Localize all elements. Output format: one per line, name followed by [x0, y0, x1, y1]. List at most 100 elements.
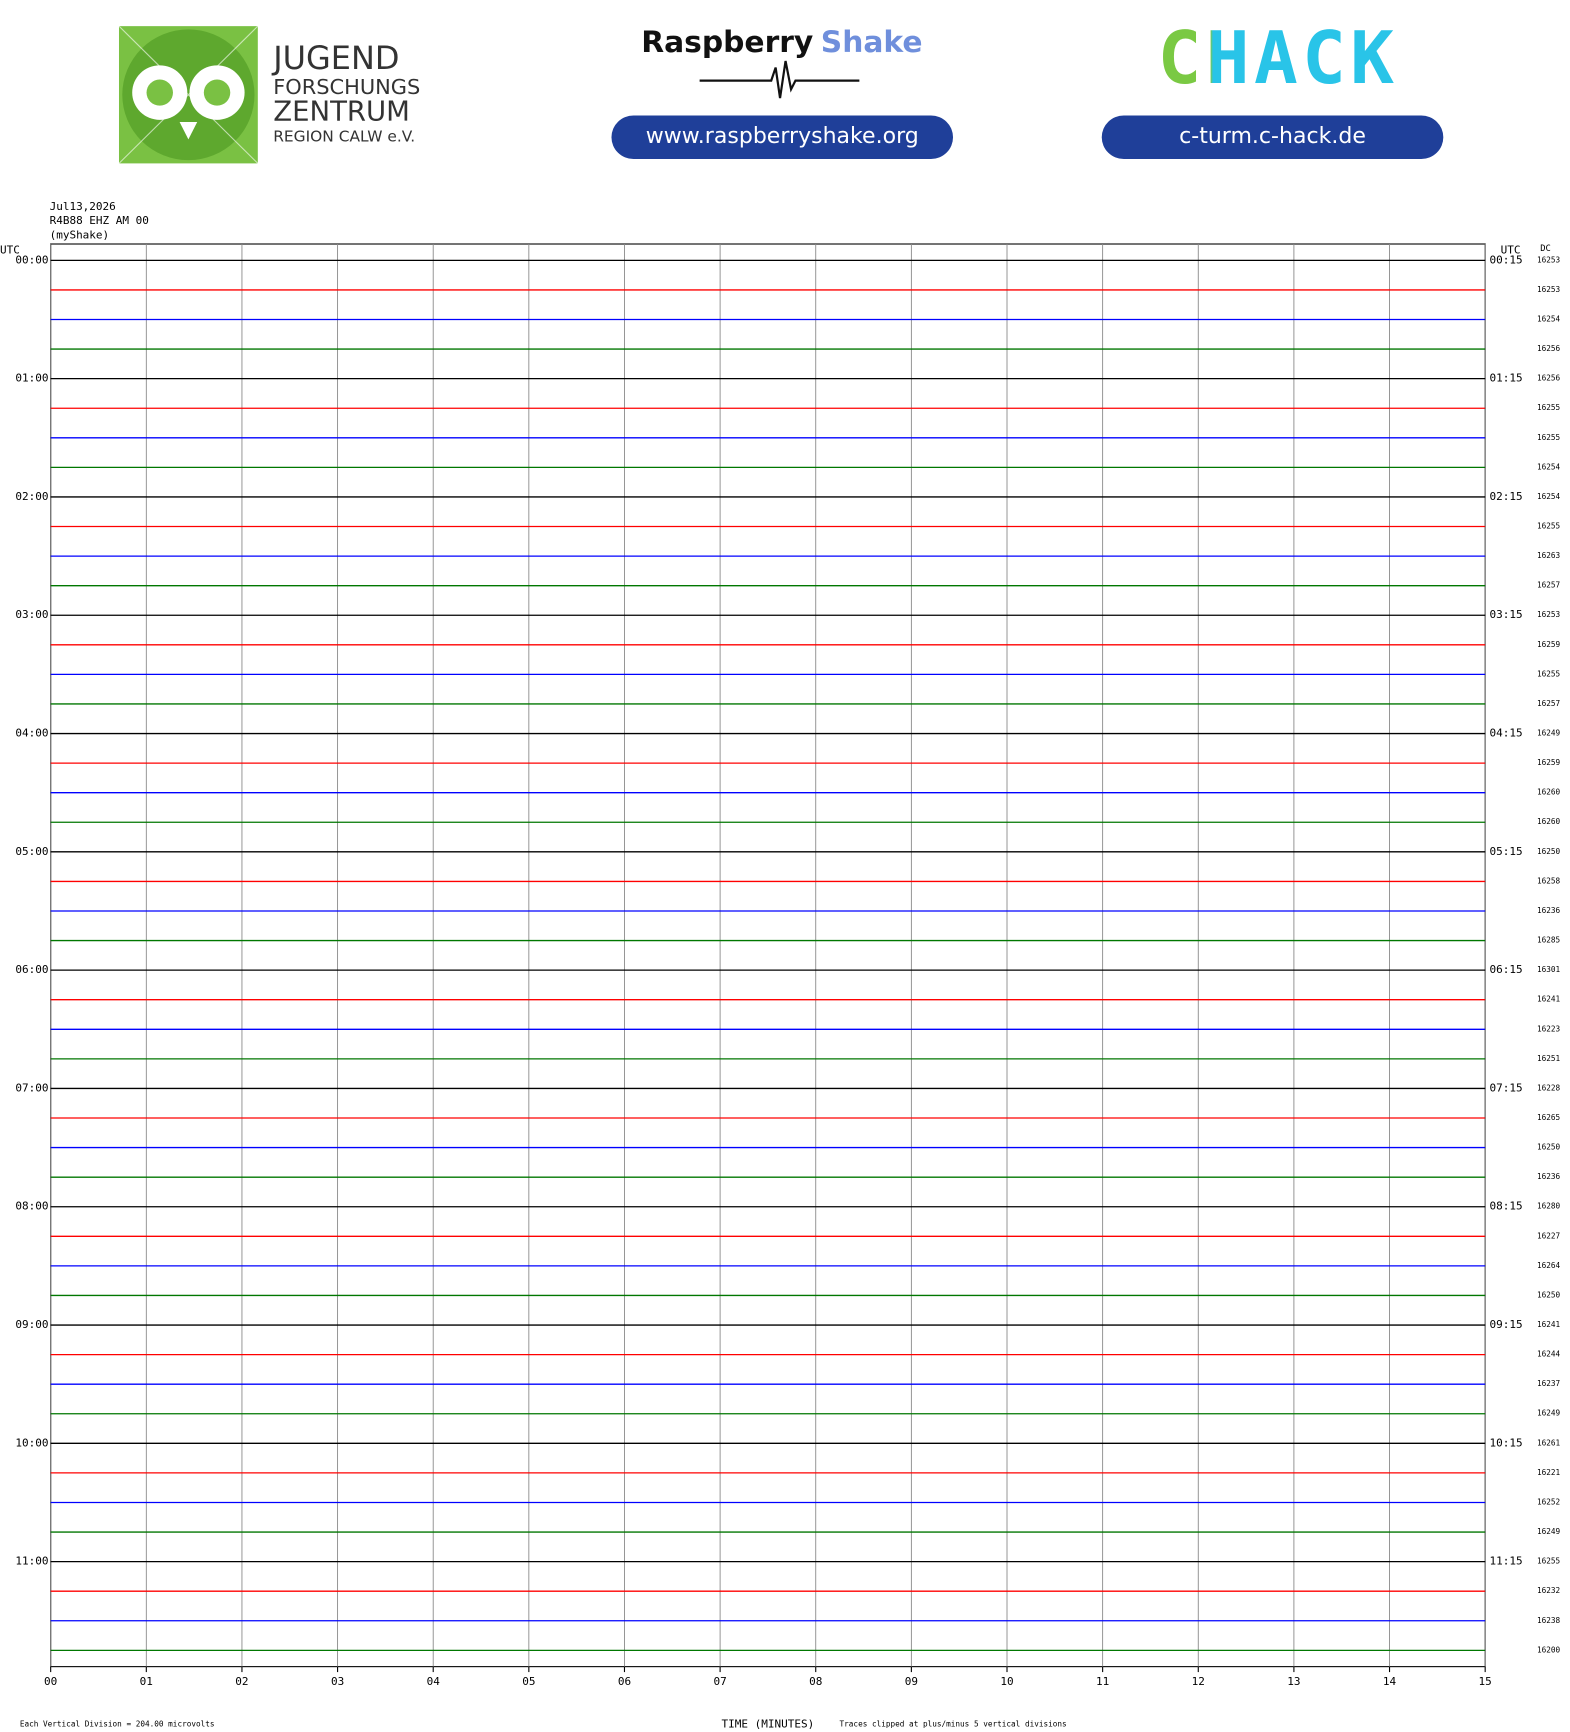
- dc-value: 16252: [1537, 1498, 1560, 1507]
- dc-title: DC: [1540, 244, 1551, 254]
- right-time-label: 05:15: [1490, 845, 1523, 858]
- jfz-logo: [118, 25, 259, 164]
- left-time-label: 10:00: [15, 1436, 48, 1449]
- dc-value: 16250: [1537, 847, 1561, 856]
- dc-value: 16241: [1537, 995, 1561, 1004]
- right-time-label: 07:15: [1490, 1081, 1523, 1094]
- dc-value: 16260: [1537, 817, 1561, 826]
- right-time-label: 03:15: [1490, 608, 1523, 621]
- dc-value: 16260: [1537, 788, 1561, 797]
- dc-value: 16255: [1537, 1557, 1560, 1566]
- x-tick-label: 12: [1192, 1675, 1205, 1688]
- left-time-label: 08:00: [15, 1200, 48, 1213]
- chack-url[interactable]: c-turm.c-hack.de: [1179, 124, 1366, 149]
- right-time-label: 04:15: [1490, 727, 1523, 740]
- right-time-label: 11:15: [1490, 1555, 1523, 1568]
- dc-value: 16237: [1537, 1379, 1561, 1388]
- right-time-label: 01:15: [1490, 372, 1523, 385]
- dc-value: 16257: [1537, 581, 1561, 590]
- dc-value: 16257: [1537, 699, 1561, 708]
- dc-value: 16200: [1537, 1645, 1561, 1654]
- x-tick-label: 13: [1287, 1675, 1300, 1688]
- dc-value: 16253: [1537, 285, 1561, 294]
- right-time-label: 00:15: [1490, 253, 1523, 266]
- x-tick-label: 11: [1096, 1675, 1109, 1688]
- url-pill: [1101, 115, 1444, 160]
- dc-value: 16253: [1537, 255, 1561, 264]
- dc-value: 16249: [1537, 1527, 1561, 1536]
- date: Jul13,2026: [50, 200, 116, 213]
- jfz-text: FORSCHUNGS: [273, 75, 420, 99]
- left-time-label: 01:00: [15, 372, 48, 385]
- left-time-label: 11:00: [15, 1555, 48, 1568]
- jfz-text: JUGEND: [271, 41, 399, 77]
- dc-value: 16264: [1537, 1261, 1561, 1270]
- x-tick-label: 05: [522, 1675, 535, 1688]
- dc-value: 16251: [1537, 1054, 1561, 1063]
- dc-value: 16301: [1537, 965, 1561, 974]
- scale-note: Each Vertical Division = 204.00 microvol…: [20, 1719, 215, 1728]
- right-time-label: 08:15: [1490, 1200, 1523, 1213]
- left-time-label: 07:00: [15, 1081, 48, 1094]
- x-tick-label: 04: [427, 1675, 441, 1688]
- dc-value: 16250: [1537, 1143, 1561, 1152]
- dc-value: 16255: [1537, 669, 1560, 678]
- dc-value: 16241: [1537, 1320, 1561, 1329]
- x-tick-label: 15: [1479, 1675, 1492, 1688]
- dc-value: 16259: [1537, 640, 1561, 649]
- dc-value: 16255: [1537, 403, 1560, 412]
- dc-value: 16253: [1537, 610, 1561, 619]
- dc-value: 16259: [1537, 758, 1561, 767]
- x-tick-label: 08: [809, 1675, 822, 1688]
- dc-value: 16254: [1537, 462, 1561, 471]
- dc-value: 16236: [1537, 906, 1561, 915]
- x-axis-title: TIME (MINUTES): [722, 1717, 815, 1730]
- left-time-label: 06:00: [15, 963, 48, 976]
- dc-value: 16258: [1537, 876, 1561, 885]
- x-tick-label: 03: [331, 1675, 344, 1688]
- left-time-label: 02:00: [15, 490, 48, 503]
- x-tick-label: 00: [44, 1675, 57, 1688]
- dc-value: 16228: [1537, 1083, 1561, 1092]
- station: R4B88 EHZ AM 00: [50, 214, 149, 227]
- jfz-text: ZENTRUM: [273, 97, 410, 128]
- dc-value: 16261: [1537, 1438, 1561, 1447]
- plot-frame: [50, 243, 1486, 1668]
- x-tick-label: 10: [1000, 1675, 1013, 1688]
- dc-value: 16250: [1537, 1290, 1561, 1299]
- dc-value: 16255: [1537, 433, 1560, 442]
- x-tick-label: 02: [235, 1675, 248, 1688]
- left-time-label: 05:00: [15, 845, 48, 858]
- right-axis-title: UTC: [1501, 244, 1521, 257]
- dc-value: 16254: [1537, 315, 1561, 324]
- dc-value: 16285: [1537, 936, 1560, 945]
- dc-value: 16238: [1537, 1616, 1561, 1625]
- x-tick-label: 01: [140, 1675, 153, 1688]
- dc-value: 16236: [1537, 1172, 1561, 1181]
- dc-value: 16249: [1537, 729, 1561, 738]
- dc-value: 16265: [1537, 1113, 1560, 1122]
- left-axis-title: UTC: [0, 244, 20, 257]
- dc-value: 16232: [1537, 1586, 1560, 1595]
- rs-brand: Raspberry: [641, 25, 813, 59]
- jfz-text: REGION CALW e.V.: [273, 128, 415, 146]
- x-tick-label: 06: [618, 1675, 631, 1688]
- dc-value: 16223: [1537, 1024, 1561, 1033]
- dc-value: 16256: [1537, 374, 1561, 383]
- url-pill: [611, 115, 954, 160]
- dc-value: 16263: [1537, 551, 1561, 560]
- dc-value: 16280: [1537, 1202, 1561, 1211]
- dc-value: 16255: [1537, 522, 1560, 531]
- left-time-label: 09:00: [15, 1318, 48, 1331]
- dc-value: 16256: [1537, 344, 1561, 353]
- x-tick-label: 07: [713, 1675, 726, 1688]
- x-tick-label: 09: [905, 1675, 918, 1688]
- rs-url[interactable]: www.raspberryshake.org: [646, 124, 919, 149]
- dc-value: 16254: [1537, 492, 1561, 501]
- source: (myShake): [50, 228, 110, 241]
- left-time-label: 00:00: [15, 253, 48, 266]
- left-time-label: 03:00: [15, 608, 48, 621]
- right-time-label: 06:15: [1490, 963, 1523, 976]
- dc-value: 16221: [1537, 1468, 1561, 1477]
